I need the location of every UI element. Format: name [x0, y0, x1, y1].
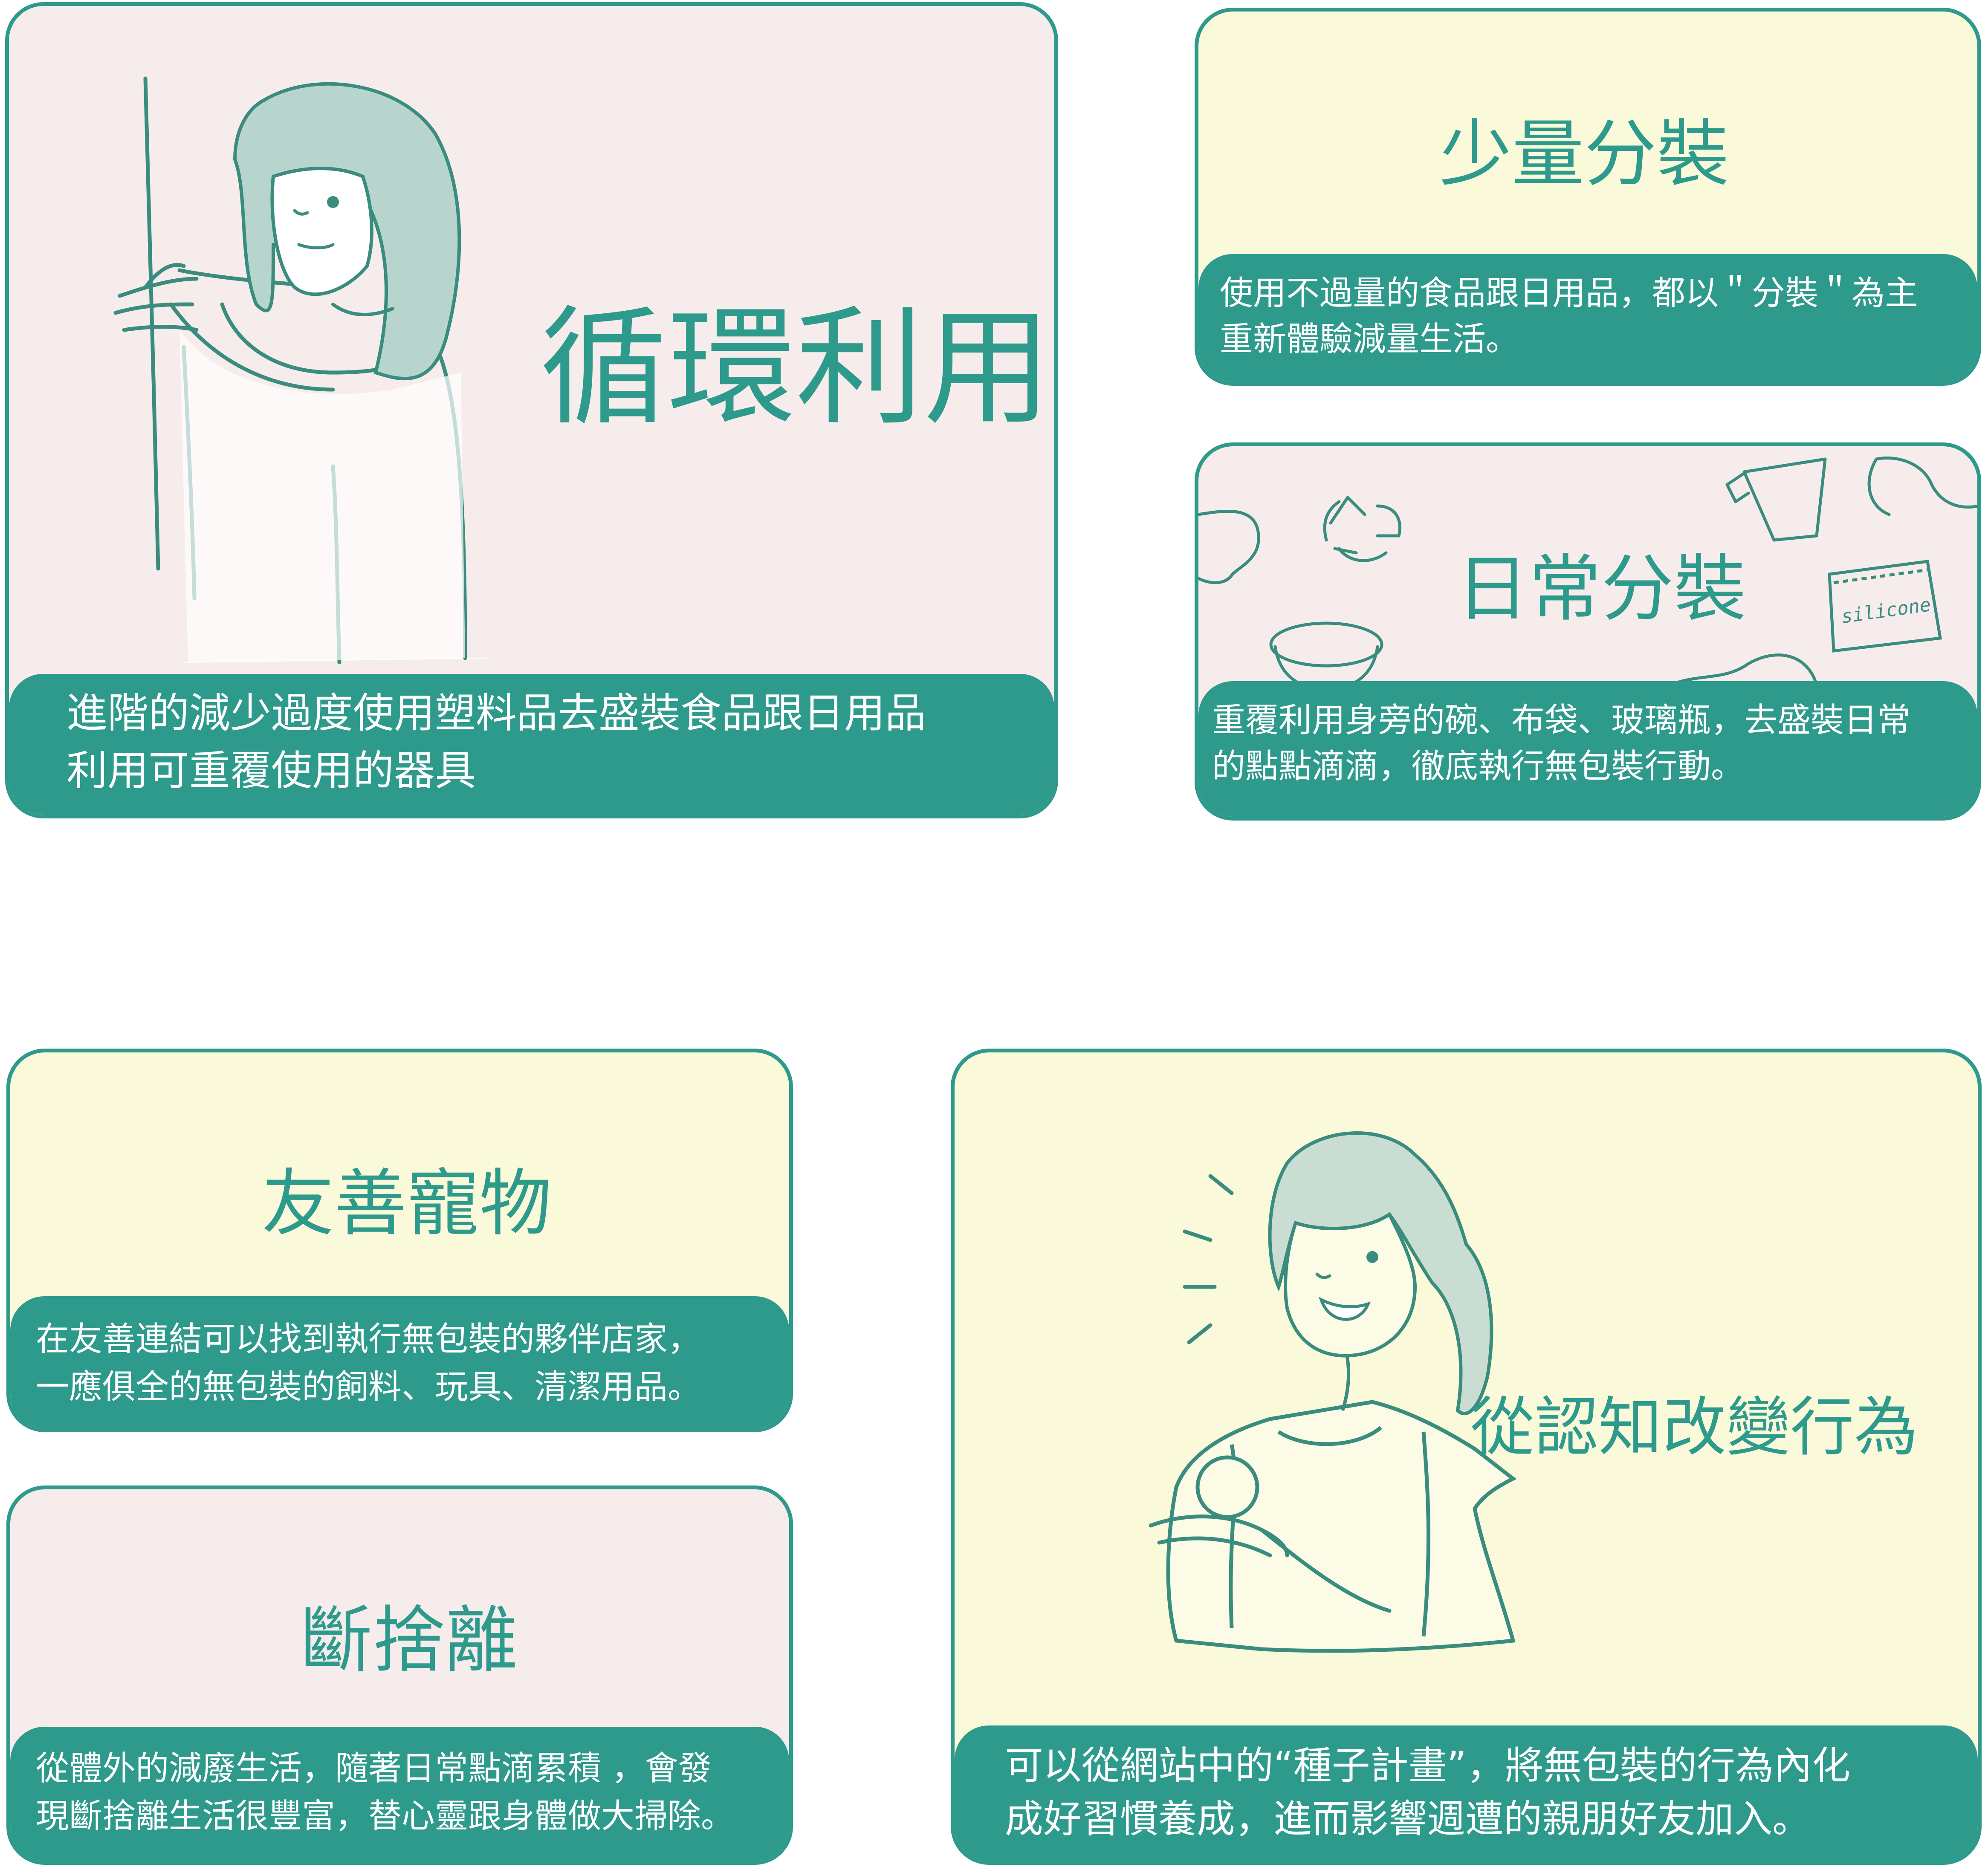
card-description: 在友善連結可以找到執行無包裝的夥伴店家， 一應俱全的無包裝的飼料、玩具、清潔用品… — [10, 1296, 789, 1428]
desc-line: 在友善連結可以找到執行無包裝的夥伴店家， — [36, 1320, 701, 1358]
desc-line: 重新體驗減量生活。 — [1220, 320, 1519, 358]
woman-laughing-illustration — [1048, 1104, 1560, 1700]
card-daily-portion[interactable]: silicone 日常分裝 重覆利用身旁的碗、布袋、玻璃瓶，去盛裝日常 的點點滴… — [1195, 442, 1981, 821]
desc-line: 從體外的減廢生活，隨著日常點滴累積 ，會發 — [36, 1749, 712, 1788]
desc-line: 重覆利用身旁的碗、布袋、玻璃瓶，去盛裝日常 — [1212, 701, 1911, 740]
desc-line: 利用可重覆使用的器具 — [67, 747, 476, 795]
recycle-icon — [1323, 496, 1402, 562]
bowl-icon — [1269, 621, 1383, 691]
desc-line: 一應俱全的無包裝的飼料、玩具、清潔用品。 — [36, 1368, 701, 1406]
desc-line: 現斷捨離生活很豐富，替心靈跟身體做大掃除。 — [36, 1797, 735, 1835]
card-recycle[interactable]: 循環利用 進階的減少過度使用塑料品去盛裝食品跟日用品 利用可重覆使用的器具 — [5, 2, 1058, 818]
card-description: 使用不過量的食品跟日用品，都以＂分裝＂為主 重新體驗減量生活。 — [1198, 254, 1977, 382]
desc-line: 使用不過量的食品跟日用品，都以＂分裝＂為主 — [1220, 274, 1919, 312]
desc-line: 進階的減少過度使用塑料品去盛裝食品跟日用品 — [67, 689, 926, 737]
card-declutter[interactable]: 斷捨離 從體外的減廢生活，隨著日常點滴累積 ，會發 現斷捨離生活很豐富，替心靈跟… — [6, 1486, 793, 1865]
silicone-bag-icon — [1828, 560, 1942, 653]
card-title: 斷捨離 — [300, 1598, 518, 1683]
card-title: 日常分裝 — [1456, 547, 1747, 631]
card-pet-friendly[interactable]: 友善寵物 在友善連結可以找到執行無包裝的夥伴店家， 一應俱全的無包裝的飼料、玩具… — [6, 1049, 793, 1432]
card-title: 從認知改變行為 — [1470, 1390, 1919, 1465]
card-title: 友善寵物 — [262, 1162, 552, 1246]
card-description: 重覆利用身旁的碗、布袋、玻璃瓶，去盛裝日常 的點點滴滴，徹底執行無包裝行動。 — [1198, 681, 1977, 817]
desc-line: 成好習慣養成，進而影響週遭的親朋好友加入。 — [1005, 1797, 1811, 1841]
card-title: 少量分裝 — [1439, 112, 1730, 197]
card-small-portion[interactable]: 少量分裝 使用不過量的食品跟日用品，都以＂分裝＂為主 重新體驗減量生活。 — [1195, 8, 1981, 386]
card-behavior-change[interactable]: 從認知改變行為 可以從網站中的“種子計畫”，將無包裝的行為內化 成好習慣養成，進… — [951, 1049, 1982, 1865]
card-description: 可以從網站中的“種子計畫”，將無包裝的行為內化 成好習慣養成，進而影響週遭的親朋… — [955, 1725, 1978, 1861]
card-description: 進階的減少過度使用塑料品去盛裝食品跟日用品 利用可重覆使用的器具 — [9, 674, 1054, 815]
desc-line: 可以從網站中的“種子計畫”，將無包裝的行為內化 — [1005, 1743, 1851, 1788]
card-description: 從體外的減廢生活，隨著日常點滴累積 ，會發 現斷捨離生活很豐富，替心靈跟身體做大… — [10, 1727, 789, 1861]
card-title: 循環利用 — [540, 294, 1051, 442]
cup-icon — [1725, 457, 1827, 542]
woman-illustration — [94, 66, 504, 679]
bag-label: silicone — [1840, 594, 1932, 628]
desc-line: 的點點滴滴，徹底執行無包裝行動。 — [1212, 747, 1745, 786]
